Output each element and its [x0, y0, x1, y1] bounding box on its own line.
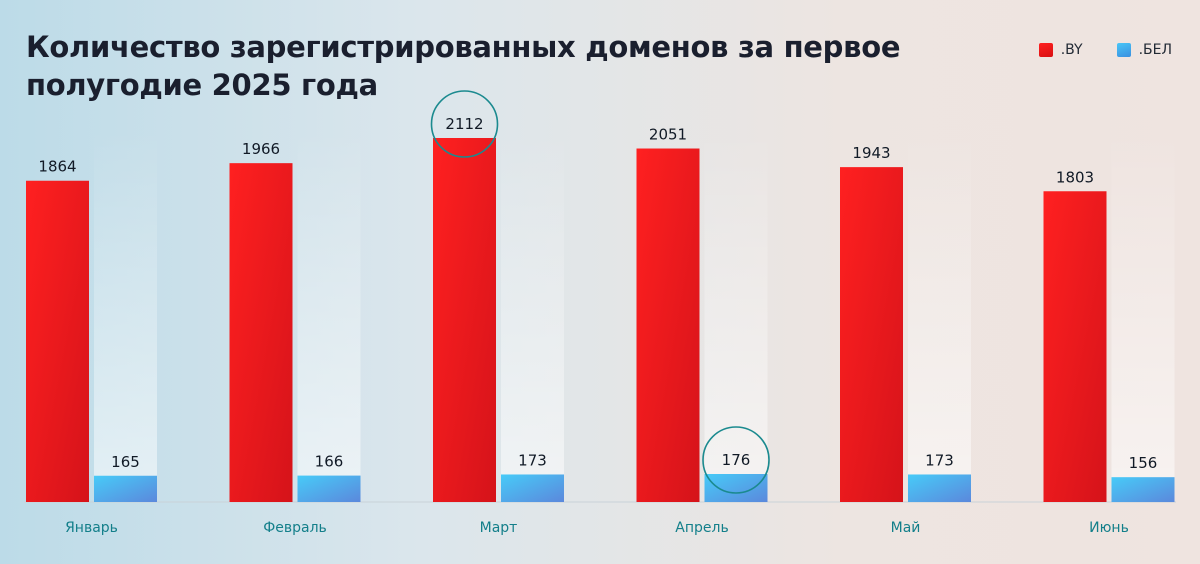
highlight-ring-by-2 [430, 90, 499, 158]
bar-bel-2 [501, 474, 564, 502]
bar-track-bel-5 [1111, 130, 1175, 502]
value-label-bel-4: 173 [925, 451, 954, 469]
bar-bel-0 [94, 475, 157, 502]
bar-tracks [94, 130, 1175, 502]
value-labels: 1864 165 1966 166 2112 173 2051 176 1943 173 1803 1… [38, 115, 1157, 472]
highlight-ring-bel-3 [702, 426, 770, 494]
value-label-bel-2: 173 [518, 451, 547, 469]
bar-track-bel-0 [94, 130, 157, 502]
bar-by-5 [1043, 191, 1107, 502]
legend-label-by: .BY [1060, 42, 1083, 58]
bar-bel-1 [297, 475, 361, 502]
category-label-0: Январь [65, 520, 118, 536]
value-label-by-5: 1803 [1056, 168, 1094, 186]
bar-by-0 [26, 180, 89, 502]
value-label-by-3: 2051 [649, 126, 687, 144]
value-label-bel-1: 166 [315, 453, 344, 471]
category-labels: Январь Февраль Март Апрель Май Июнь [65, 520, 1129, 536]
category-label-4: Май [891, 520, 921, 536]
legend: .BY .БЕЛ [1038, 42, 1172, 58]
value-label-by-4: 1943 [852, 144, 890, 162]
value-label-by-0: 1864 [38, 158, 76, 176]
bar-by-3 [636, 148, 700, 503]
legend-item-by: .BY [1038, 42, 1083, 58]
legend-label-bel: .БЕЛ [1138, 42, 1172, 58]
legend-swatch-by [1038, 43, 1053, 57]
category-label-1: Февраль [263, 520, 327, 536]
bar-bel-4 [908, 474, 971, 502]
category-label-2: Март [480, 520, 518, 536]
bar-track-bel-1 [297, 130, 361, 502]
bar-track-bel-2 [501, 130, 564, 502]
highlight-rings [430, 90, 770, 494]
value-label-bel-0: 165 [111, 453, 140, 471]
value-label-bel-3: 176 [722, 451, 751, 469]
bar-by-2 [433, 138, 496, 502]
category-label-5: Июнь [1089, 520, 1129, 536]
value-label-bel-5: 156 [1129, 454, 1158, 472]
bar-bel-5 [1111, 477, 1175, 502]
legend-item-bel: .БЕЛ [1116, 42, 1172, 58]
bar-by-4 [840, 167, 903, 502]
category-label-3: Апрель [675, 520, 728, 536]
value-label-by-2: 2112 [445, 115, 483, 133]
bar-by-1 [229, 163, 293, 502]
bars [26, 138, 1175, 503]
bar-track-bel-4 [908, 130, 971, 502]
bar-track-bel-3 [704, 130, 768, 502]
legend-swatch-bel [1116, 43, 1131, 57]
chart-title: Количество зарегистрированных доменов за… [26, 30, 901, 102]
bar-bel-3 [704, 474, 768, 502]
value-label-by-1: 1966 [242, 140, 280, 158]
